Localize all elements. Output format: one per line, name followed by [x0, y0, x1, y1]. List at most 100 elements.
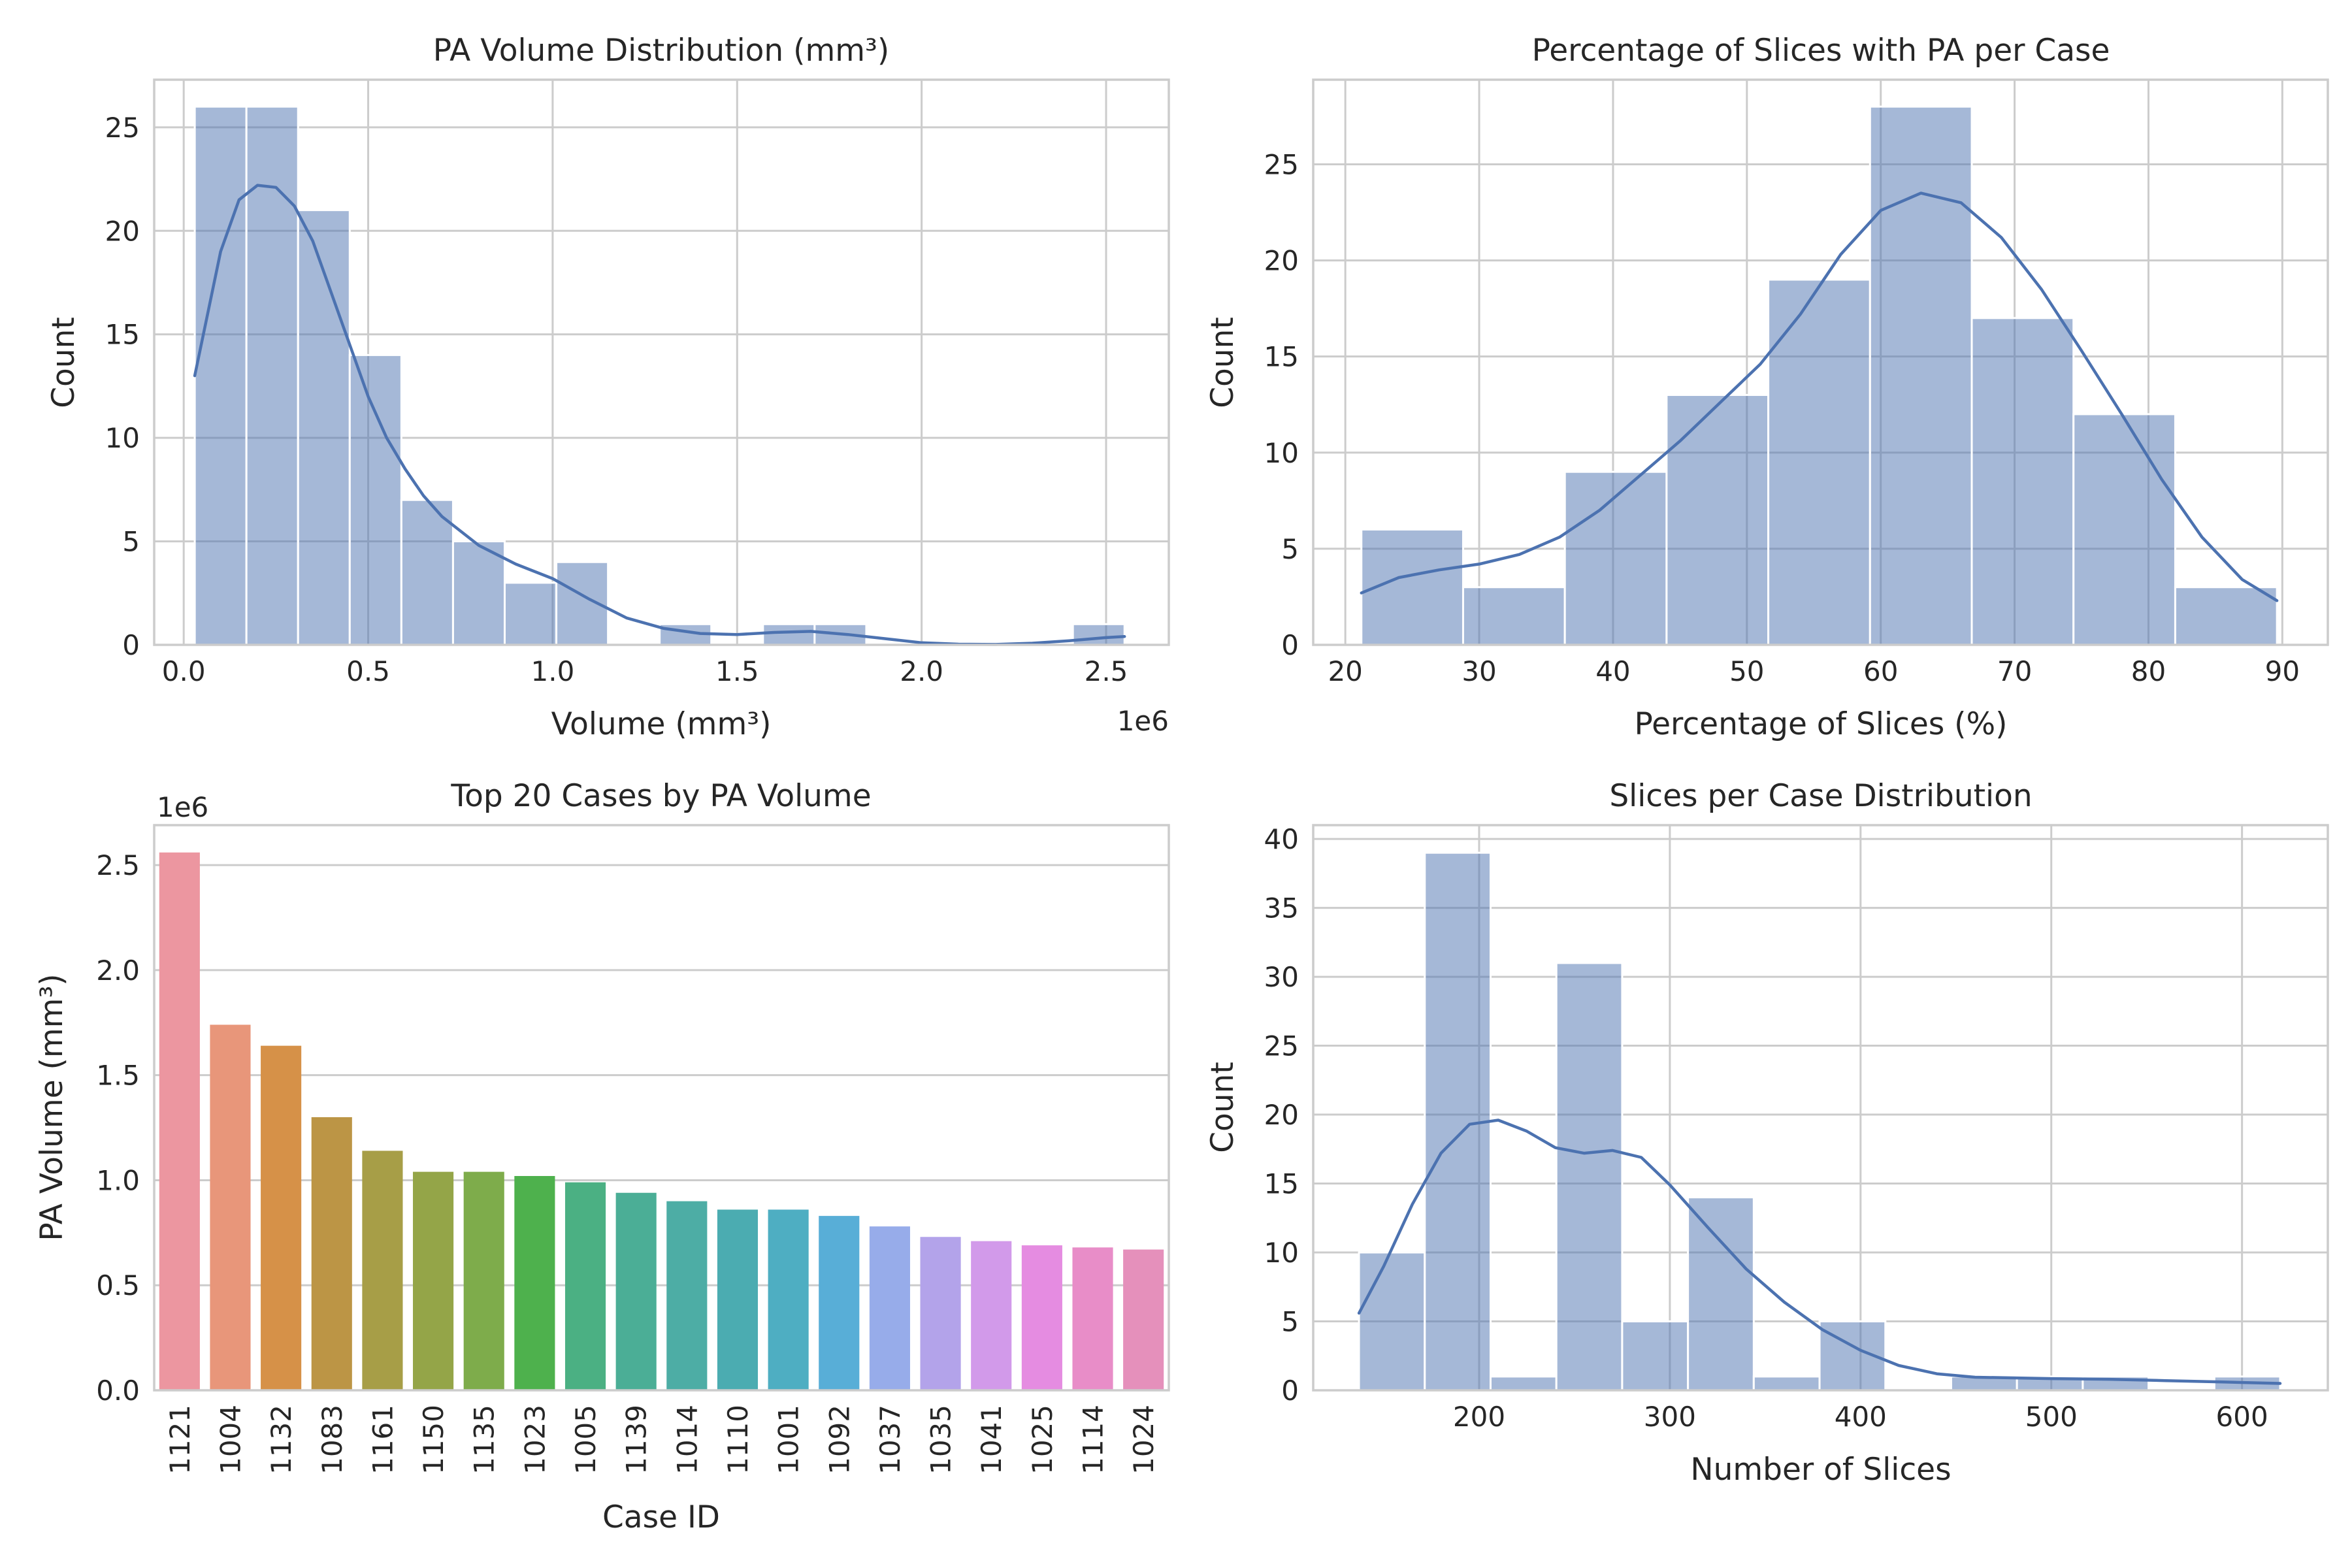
slices-per-case-ytick-label: 20 — [1264, 1099, 1299, 1131]
volume-distribution-bar — [193, 105, 248, 646]
slice-percentage-ytick-label: 5 — [1281, 533, 1299, 565]
volume-distribution-ytick-label: 15 — [105, 319, 140, 351]
volume-distribution-ylabel: Count — [46, 317, 82, 408]
top-cases-xtick-label: 1114 — [1077, 1405, 1109, 1475]
slice-percentage-bar — [1869, 105, 1973, 646]
top-cases-chart: 1121 1004 1132 1083 1161 1150 1135 1023 1005 1139… — [34, 778, 1170, 1535]
slice-percentage-ytick-label: 10 — [1264, 437, 1299, 469]
slice-percentage-ytick-label: 0 — [1281, 629, 1299, 661]
volume-distribution-xtick-label: 1.0 — [531, 655, 575, 687]
top-cases-bar — [261, 1045, 302, 1390]
slice-percentage-bar — [2174, 586, 2278, 646]
volume-distribution-bar — [297, 209, 351, 646]
slices-per-case-ytick-label: 10 — [1264, 1237, 1299, 1269]
slice-percentage-xtick-label: 30 — [1462, 655, 1496, 687]
top-cases-xtick-label: 1005 — [570, 1405, 602, 1475]
volume-distribution-ytick-label: 25 — [105, 112, 140, 144]
slices-per-case-frame — [1312, 824, 2329, 1392]
top-cases-xlabel: Case ID — [602, 1499, 720, 1535]
volume-distribution-xtick-label: 2.0 — [900, 655, 943, 687]
top-cases-xtick-label: 1004 — [214, 1405, 246, 1475]
top-cases-bar — [819, 1216, 860, 1390]
slices-per-case-xtick-label: 400 — [1835, 1401, 1887, 1433]
top-cases-title: Top 20 Cases by PA Volume — [450, 778, 871, 814]
top-cases-xtick-label: 1014 — [671, 1405, 703, 1475]
volume-distribution-bar — [1071, 623, 1126, 646]
slices-per-case-ytick-label: 35 — [1264, 892, 1299, 924]
top-cases-bar — [1021, 1245, 1062, 1390]
top-cases-xtick-label: 1121 — [164, 1405, 196, 1475]
volume-distribution-frame — [153, 78, 1170, 646]
top-cases-bar — [666, 1201, 708, 1390]
top-cases-xtick-label: 1150 — [417, 1405, 449, 1475]
volume-distribution-bar — [348, 353, 402, 646]
slice-percentage-bar — [1665, 394, 1770, 646]
top-cases-ytick-label: 0.0 — [96, 1375, 140, 1407]
slices-per-case-xtick-label: 300 — [1644, 1401, 1696, 1433]
top-cases-bar — [311, 1117, 352, 1390]
top-cases-bar — [615, 1192, 657, 1390]
top-cases-bar — [1123, 1249, 1164, 1390]
volume-distribution-xtick-label: 2.5 — [1085, 655, 1128, 687]
slice-percentage-kde-line — [1360, 191, 2279, 602]
volume-distribution-xtick-label: 0.0 — [162, 655, 206, 687]
top-cases-xtick-label: 1041 — [975, 1405, 1007, 1475]
slices-per-case-bar — [1752, 1375, 1821, 1392]
slices-per-case-xtick-label: 600 — [2216, 1401, 2268, 1433]
slices-per-case-ytick-label: 5 — [1281, 1306, 1299, 1338]
volume-distribution-bar — [503, 581, 558, 646]
top-cases-xtick-label: 1025 — [1026, 1405, 1058, 1475]
slice-percentage-xtick-label: 60 — [1863, 655, 1898, 687]
top-cases-xtick-label: 1161 — [367, 1405, 399, 1475]
slice-percentage-xtick-label: 90 — [2265, 655, 2300, 687]
slice-percentage-bar — [1563, 470, 1668, 646]
top-cases-xtick-label: 1001 — [773, 1405, 805, 1475]
slices-per-case-ytick-label: 0 — [1281, 1375, 1299, 1407]
top-cases-bar — [413, 1171, 454, 1390]
top-cases-bar — [1072, 1247, 1113, 1390]
volume-distribution-xlabel: Volume (mm³) — [551, 706, 772, 742]
slice-percentage-ytick-label: 15 — [1264, 341, 1299, 373]
top-cases-xtick-label: 1083 — [316, 1405, 348, 1475]
slice-percentage-bar — [1970, 317, 2075, 646]
top-cases-ylabel: PA Volume (mm³) — [34, 973, 70, 1241]
slices-per-case-xtick-label: 500 — [2025, 1401, 2078, 1433]
top-cases-ytick-label: 2.5 — [96, 849, 140, 881]
slice-percentage-bar — [1462, 586, 1566, 646]
slices-per-case-ytick-label: 30 — [1264, 961, 1299, 993]
top-cases-xtick-label: 1110 — [722, 1405, 754, 1475]
volume-distribution-bar — [451, 540, 506, 646]
top-cases-xtick-label: 1135 — [468, 1405, 500, 1475]
top-cases-bar — [463, 1171, 504, 1390]
slices-per-case-ytick-label: 40 — [1264, 823, 1299, 855]
volume-distribution-bar — [762, 623, 816, 646]
top-cases-ytick-label: 2.0 — [96, 955, 140, 987]
slice-percentage-ytick-label: 20 — [1264, 245, 1299, 277]
top-cases-bar — [768, 1209, 809, 1390]
volume-distribution-title: PA Volume Distribution (mm³) — [433, 33, 889, 69]
volume-distribution-ytick-label: 10 — [105, 422, 140, 454]
top-cases-bar — [362, 1151, 403, 1390]
slices-per-case-bar — [1555, 962, 1624, 1392]
slices-per-case-ytick-label: 25 — [1264, 1030, 1299, 1062]
top-cases-bar — [159, 852, 200, 1390]
top-cases-ytick-label: 1.5 — [96, 1060, 140, 1092]
volume-distribution-xtick-label: 1.5 — [715, 655, 759, 687]
top-cases-bar — [869, 1226, 910, 1390]
top-cases-xtick-label: 1092 — [823, 1405, 855, 1475]
volume-distribution-ytick-label: 20 — [105, 215, 140, 247]
volume-distribution-xtick-label: 0.5 — [346, 655, 390, 687]
slices-per-case-chart: 200 300 400 500 600 0 5 10 15 20 25 30 35 40 Slices … — [1205, 778, 2329, 1488]
volume-distribution-ytick-label: 5 — [122, 526, 140, 558]
slices-per-case-kde-line — [1357, 1119, 2282, 1385]
volume-distribution-bar — [245, 105, 299, 646]
volume-distribution-chart: 0.0 0.5 1.0 1.5 2.0 2.5 0 5 10 15 20 25 PA Volume … — [46, 33, 1170, 742]
top-cases-bar — [971, 1241, 1012, 1390]
slice-percentage-xtick-label: 50 — [1729, 655, 1764, 687]
top-cases-xtick-label: 1024 — [1128, 1405, 1160, 1475]
slices-per-case-ytick-label: 15 — [1264, 1168, 1299, 1200]
slice-percentage-ytick-label: 25 — [1264, 148, 1299, 180]
top-cases-xtick-label: 1037 — [874, 1405, 906, 1475]
slice-percentage-ylabel: Count — [1205, 317, 1241, 408]
